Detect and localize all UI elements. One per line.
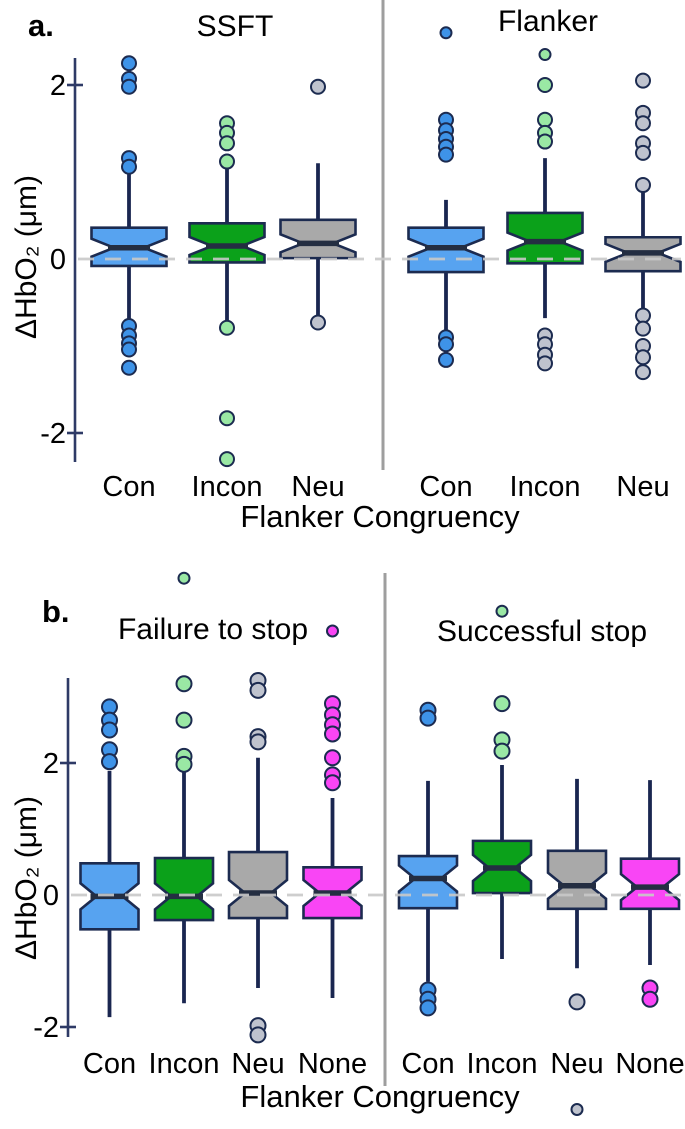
outlier-point-con (438, 351, 454, 368)
category-label-incon: Incon (510, 471, 581, 503)
outlier-point-none (324, 774, 341, 792)
outlier-point-incon (175, 675, 193, 693)
outlier-point-incon (219, 319, 235, 336)
outlier-point-incon (537, 133, 553, 150)
outlier-point-neu (635, 177, 651, 194)
category-label-neu: Neu (616, 471, 669, 503)
category-label-neu: Neu (231, 1048, 284, 1080)
outlier-point-none (324, 749, 341, 767)
outlier-point-con (419, 709, 437, 727)
outlier-point-incon (495, 604, 509, 618)
panel-b-x-axis-label: Flanker Congruency (240, 1079, 520, 1114)
y-tick-label: 0 (43, 880, 59, 912)
category-label-none: None (615, 1048, 684, 1080)
y-tick-label: -2 (33, 1012, 59, 1044)
category-label-neu: Neu (550, 1048, 603, 1080)
outlier-point-neu (635, 320, 651, 337)
outlier-point-incon (219, 135, 235, 152)
outlier-point-incon (537, 111, 553, 128)
outlier-point-con (438, 336, 454, 353)
outlier-point-incon (537, 355, 553, 372)
outlier-point-con (121, 341, 137, 358)
outlier-point-neu (570, 1103, 584, 1116)
outlier-point-neu (568, 993, 586, 1011)
category-label-con: Con (419, 471, 472, 503)
y-tick-label: 2 (43, 748, 59, 780)
outlier-point-incon (177, 571, 191, 585)
panel-a-left-title: SSFT (196, 10, 274, 43)
outlier-point-neu (635, 72, 651, 89)
panel-a-label: a. (28, 8, 54, 43)
outlier-point-con (121, 78, 137, 95)
outlier-point-incon (538, 48, 552, 62)
outlier-point-con (121, 359, 137, 376)
category-label-incon: Incon (192, 471, 263, 503)
panel-b-label: b. (42, 594, 70, 629)
outlier-point-neu (310, 314, 326, 331)
box-neu (546, 849, 608, 911)
outlier-point-none (641, 990, 659, 1008)
outlier-point-incon (493, 742, 511, 760)
panel-a-plot: 2 0 -2 Con Incon Neu Con Incon Neu (40, 0, 682, 503)
panel-a-right-title: Flanker (497, 5, 599, 38)
outlier-point-con (101, 753, 118, 771)
outlier-point-con (121, 158, 137, 175)
category-label-none: None (298, 1048, 367, 1080)
outlier-point-incon (493, 695, 511, 713)
panel-b-plot: 2 0 -2 Con Incon Neu None Con Incon Neu None (33, 571, 685, 1116)
outlier-point-incon (219, 410, 235, 427)
category-label-con: Con (102, 471, 155, 503)
category-label-con: Con (401, 1048, 454, 1080)
box-incon (506, 211, 584, 265)
outlier-point-incon (175, 755, 193, 773)
category-label-neu: Neu (291, 471, 344, 503)
outlier-point-con (121, 55, 137, 72)
box-con (397, 854, 459, 910)
outlier-point-neu (635, 115, 651, 132)
category-label-incon: Incon (149, 1048, 220, 1080)
outlier-point-con (419, 999, 437, 1017)
panel-b-left-title: Failure to stop (117, 613, 309, 646)
outlier-point-neu (249, 681, 267, 699)
outlier-point-con (438, 146, 454, 163)
category-label-incon: Incon (467, 1048, 538, 1080)
box-neu (227, 850, 289, 920)
outlier-point-none (324, 725, 341, 743)
outlier-point-neu (249, 1026, 267, 1044)
outlier-point-incon (175, 711, 193, 729)
outlier-point-incon (219, 451, 235, 468)
outlier-point-neu (635, 144, 651, 161)
box-incon (188, 222, 266, 264)
box-incon (153, 856, 215, 922)
category-label-con: Con (83, 1048, 136, 1080)
panel-b-right-title: Successful stop (436, 615, 648, 648)
outlier-point-neu (635, 364, 651, 381)
y-tick-label: 2 (50, 70, 66, 102)
y-tick-label: -2 (40, 418, 66, 450)
outlier-point-neu (635, 349, 651, 366)
outlier-point-neu (310, 78, 326, 95)
panel-a-x-axis-label: Flanker Congruency (240, 499, 520, 534)
outlier-point-con (439, 26, 453, 40)
outlier-point-neu (635, 307, 651, 324)
box-none (619, 857, 681, 911)
outlier-point-none (326, 624, 339, 638)
y-tick-label: 0 (50, 244, 66, 276)
outlier-point-incon (219, 153, 235, 170)
outlier-point-neu (249, 733, 267, 751)
box-neu (279, 218, 357, 260)
outlier-point-incon (537, 77, 553, 93)
outlier-point-con (101, 721, 118, 739)
